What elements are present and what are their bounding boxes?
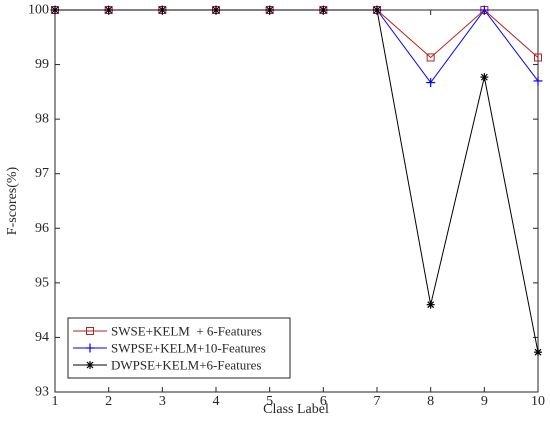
data-point-asterisk-marker [426,300,435,309]
data-point-plus-marker [479,5,489,15]
x-tick-label: 6 [320,394,327,409]
series-line [55,9,539,353]
x-tick-label: 10 [531,394,545,409]
data-point-asterisk-marker [51,6,59,14]
x-tick-label: 7 [374,394,381,409]
x-tick-label: 1 [52,394,59,409]
data-point-asterisk-marker [212,6,220,14]
y-tick-label: 97 [35,166,49,181]
legend-entry-label: DWPSE+KELM+6-Features [111,358,261,373]
legend-box [67,317,291,379]
data-point-square-marker [534,53,542,62]
y-tick-label: 99 [35,57,49,72]
x-tick-label: 9 [481,394,488,409]
data-point-plus-marker [85,343,95,353]
data-point-asterisk-marker [86,361,94,369]
x-tick-label: 4 [213,394,220,409]
data-point-asterisk-marker [373,6,381,14]
y-tick-label: 100 [28,3,49,18]
legend-entry-label: SWSE+KELM + 6-Features [111,324,262,339]
y-tick-label: 95 [35,275,49,290]
y-tick-label: 96 [35,221,49,236]
data-point-asterisk-marker [158,6,167,14]
data-point-square-marker [426,53,435,62]
x-tick-label: 3 [159,394,166,409]
y-tick-label: 98 [35,112,49,127]
x-axis-label: Class Label [263,402,329,417]
x-tick-label: 2 [105,394,112,409]
y-tick-label: 94 [35,330,49,345]
series-layer [50,5,543,357]
data-point-asterisk-marker [265,6,274,14]
y-axis-label: F-scores(%) [5,166,20,235]
data-point-asterisk-marker [534,348,542,357]
y-axis-ticks: 93 94 95 96 97 98 99 100 [28,3,538,400]
data-point-asterisk-marker [104,6,113,14]
data-point-square-marker [86,327,94,335]
legend-entry-label: SWPSE+KELM+10-Features [111,341,266,356]
data-point-plus-marker [533,76,543,86]
x-tick-label: 8 [427,394,434,409]
data-point-plus-marker [426,78,436,88]
data-point-asterisk-marker [319,6,328,14]
x-tick-label: 5 [266,394,273,409]
legend: SWSE+KELM + 6-Features SWPSE+KELM+10-Feat… [67,317,291,379]
y-tick-label: 93 [35,385,49,400]
data-point-asterisk-marker [480,73,489,82]
